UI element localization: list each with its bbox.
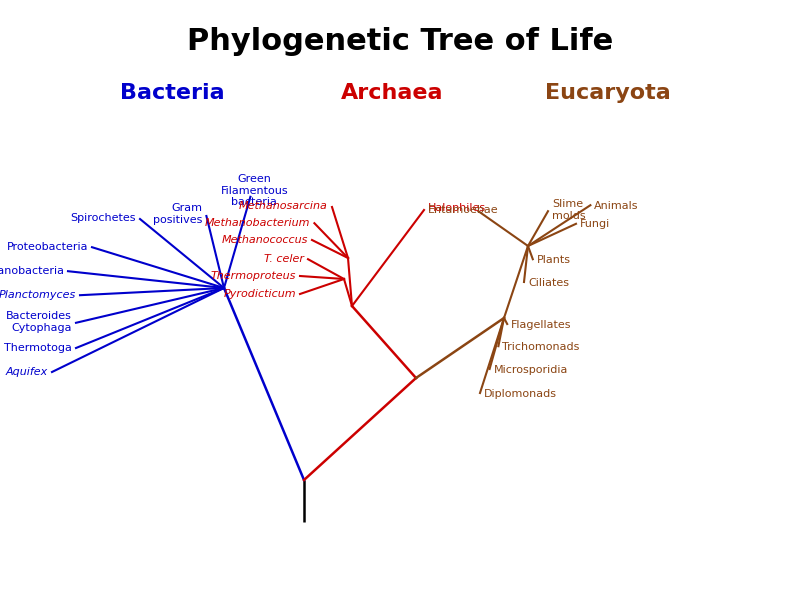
Text: T. celer: T. celer bbox=[264, 254, 304, 264]
Text: Ciliates: Ciliates bbox=[528, 278, 569, 287]
Text: Spirochetes: Spirochetes bbox=[70, 213, 136, 223]
Text: Green
Filamentous
bacteria: Green Filamentous bacteria bbox=[221, 174, 288, 208]
Text: Eucaryota: Eucaryota bbox=[545, 83, 671, 103]
Text: Methanococcus: Methanococcus bbox=[222, 235, 308, 245]
Text: Methanobacterium: Methanobacterium bbox=[205, 218, 310, 228]
Text: Archaea: Archaea bbox=[341, 83, 443, 103]
Text: Diplomonads: Diplomonads bbox=[484, 389, 557, 398]
Text: Proteobacteria: Proteobacteria bbox=[6, 242, 88, 252]
Text: Plants: Plants bbox=[537, 255, 571, 265]
Text: Fungi: Fungi bbox=[580, 220, 610, 229]
Text: Aquifex: Aquifex bbox=[6, 367, 48, 377]
Text: Animals: Animals bbox=[594, 201, 639, 211]
Text: Slime
molds: Slime molds bbox=[552, 199, 586, 221]
Text: Phylogenetic Tree of Life: Phylogenetic Tree of Life bbox=[187, 27, 613, 56]
Text: Halophiles: Halophiles bbox=[428, 203, 486, 213]
Text: Flagellates: Flagellates bbox=[511, 320, 572, 329]
Text: Microsporidia: Microsporidia bbox=[494, 365, 568, 374]
Text: Methanosarcina: Methanosarcina bbox=[239, 201, 328, 211]
Text: Cyanobacteria: Cyanobacteria bbox=[0, 266, 64, 276]
Text: Planctomyces: Planctomyces bbox=[0, 290, 76, 300]
Text: Entamoebae: Entamoebae bbox=[428, 205, 498, 215]
Text: Thermotoga: Thermotoga bbox=[4, 343, 72, 353]
Text: Pyrodicticum: Pyrodicticum bbox=[223, 289, 296, 299]
Text: Thermoproteus: Thermoproteus bbox=[210, 271, 296, 281]
Text: Bacteroides
Cytophaga: Bacteroides Cytophaga bbox=[6, 311, 72, 333]
Text: Trichomonads: Trichomonads bbox=[502, 342, 580, 352]
Text: Bacteria: Bacteria bbox=[120, 83, 224, 103]
Text: Gram
positives: Gram positives bbox=[153, 203, 202, 225]
